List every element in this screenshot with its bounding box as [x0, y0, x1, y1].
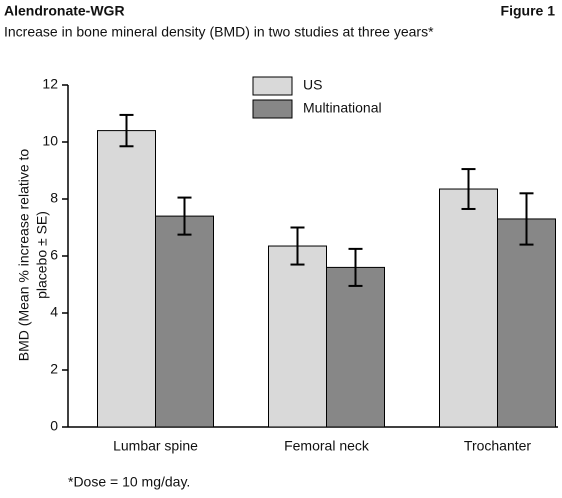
bar	[268, 245, 327, 428]
y-tick-label: 0	[50, 418, 58, 434]
error-bar	[119, 113, 134, 148]
error-bar	[348, 247, 363, 287]
error-bar	[519, 192, 534, 246]
y-axis-label: placebo ± SE)	[34, 211, 50, 299]
y-tick-label: 12	[42, 76, 58, 92]
error-bar	[177, 196, 192, 236]
y-tick-label: 10	[42, 133, 58, 149]
legend-swatch	[252, 99, 293, 119]
footnote: *Dose = 10 mg/day.	[68, 474, 190, 490]
chart-title: Alendronate-WGR	[4, 3, 125, 19]
y-tick-label: 8	[50, 190, 58, 206]
x-tick-label: Lumbar spine	[113, 438, 198, 454]
bar	[326, 266, 385, 428]
bar	[155, 215, 214, 428]
legend-label: Multinational	[303, 100, 382, 116]
x-tick-label: Femoral neck	[284, 438, 370, 454]
bar	[97, 130, 156, 428]
y-tick-label: 4	[50, 304, 58, 320]
legend-swatch	[252, 76, 293, 96]
chart-subtitle: Increase in bone mineral density (BMD) i…	[4, 24, 434, 40]
x-tick-label: Trochanter	[464, 438, 532, 454]
figure-label: Figure 1	[501, 3, 556, 19]
bar	[497, 218, 556, 428]
bar	[439, 188, 498, 428]
error-bar	[461, 168, 476, 210]
y-tick-label: 2	[50, 361, 58, 377]
y-axis-label: BMD (Mean % increase relative to	[16, 149, 32, 362]
legend-label: US	[303, 77, 322, 93]
y-tick-label: 6	[50, 247, 58, 263]
error-bar	[290, 226, 305, 266]
